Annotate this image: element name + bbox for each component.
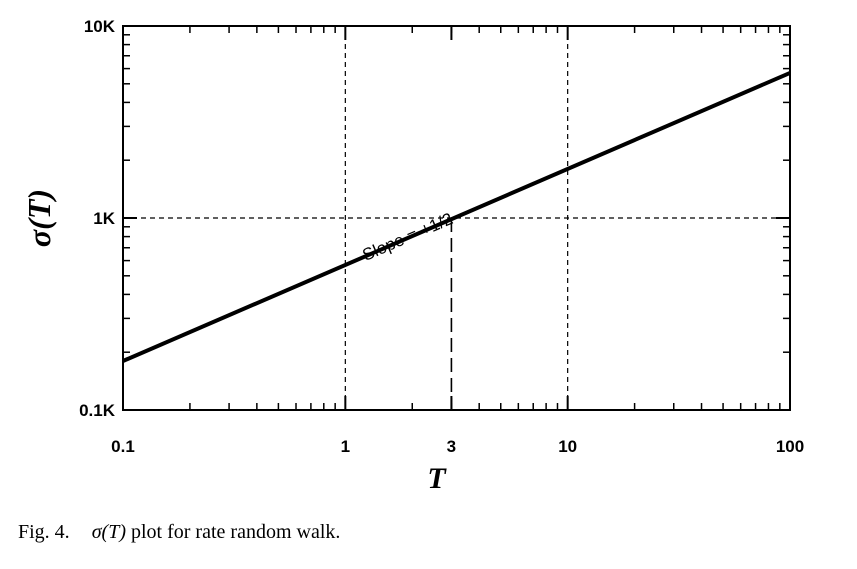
slope-annotation: Slope = +1/2 xyxy=(360,209,456,265)
series-layer xyxy=(122,71,791,363)
y-tick-label: 10K xyxy=(84,17,116,36)
figure-number: Fig. 4. xyxy=(18,521,70,543)
x-tick-label: 100 xyxy=(776,437,804,456)
y-tick-labels: 0.1K 1K 10K xyxy=(79,17,116,420)
series-line xyxy=(122,71,791,363)
x-tick-label: 0.1 xyxy=(111,437,135,456)
y-axis-title: σ(T) xyxy=(21,189,57,247)
caption-symbol: σ(T) xyxy=(91,521,126,543)
x-tick-label: 10 xyxy=(558,437,577,456)
figure-caption: Fig. 4. σ(T) plot for rate random walk. xyxy=(18,521,340,544)
x-tick-label: 3 xyxy=(447,437,456,456)
annotations: Slope = +1/2 xyxy=(360,209,456,265)
minor-ticks xyxy=(123,26,790,410)
y-tick-label: 1K xyxy=(93,209,115,228)
x-tick-labels: 0.1 1 3 10 100 xyxy=(111,437,804,456)
caption-text: plot for rate random walk. xyxy=(131,521,341,543)
y-tick-label: 0.1K xyxy=(79,401,116,420)
x-tick-label: 1 xyxy=(341,437,350,456)
major-ticks xyxy=(122,25,791,411)
x-axis-title: T xyxy=(427,462,447,495)
